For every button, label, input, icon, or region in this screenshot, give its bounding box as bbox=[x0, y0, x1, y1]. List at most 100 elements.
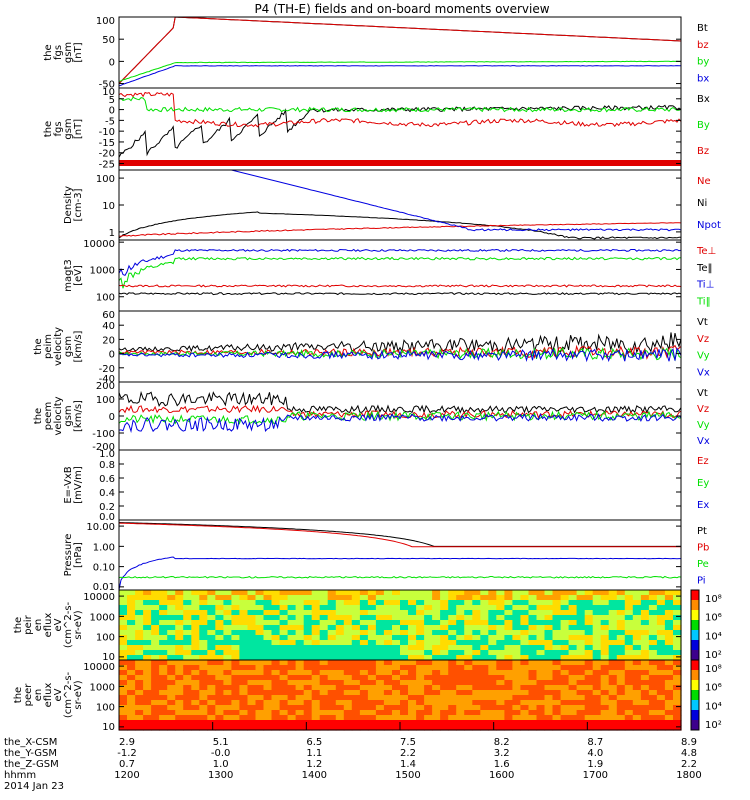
heatmap-cell bbox=[311, 640, 321, 646]
heatmap-cell bbox=[351, 620, 361, 626]
heatmap-cell bbox=[400, 710, 409, 716]
heatmap-cell bbox=[191, 725, 200, 731]
heatmap-cell bbox=[231, 715, 240, 721]
heatmap-cell bbox=[488, 675, 497, 681]
heatmap-cell bbox=[383, 640, 393, 646]
heatmap-cell bbox=[239, 720, 248, 726]
heatmap-cell bbox=[416, 610, 425, 616]
heatmap-cell bbox=[143, 590, 152, 596]
heatmap-cell bbox=[664, 605, 674, 611]
heatmap-cell bbox=[488, 605, 497, 611]
heatmap-cell bbox=[673, 590, 682, 596]
heatmap-cell bbox=[271, 700, 281, 706]
heatmap-cell bbox=[576, 725, 586, 731]
heatmap-cell bbox=[159, 720, 168, 726]
heatmap-cell bbox=[576, 685, 586, 691]
heatmap-cell bbox=[255, 710, 265, 716]
heatmap-cell bbox=[544, 625, 554, 631]
heatmap-cell bbox=[648, 720, 658, 726]
heatmap-cell bbox=[127, 720, 136, 726]
heatmap-cell bbox=[416, 660, 425, 666]
heatmap-cell bbox=[576, 680, 586, 686]
heatmap-cell bbox=[640, 610, 650, 616]
heatmap-cell bbox=[151, 600, 160, 606]
heatmap-cell bbox=[568, 655, 578, 661]
heatmap-cell bbox=[673, 680, 682, 686]
heatmap-cell bbox=[504, 660, 513, 666]
panel-frame bbox=[118, 449, 682, 521]
heatmap-cell bbox=[295, 665, 305, 671]
heatmap-cell bbox=[400, 690, 409, 696]
legend-entry: Bt bbox=[697, 23, 708, 34]
heatmap-cell bbox=[287, 725, 297, 731]
heatmap-cell bbox=[335, 595, 345, 601]
y-tick-label: -20 bbox=[99, 364, 115, 375]
heatmap-cell bbox=[584, 645, 594, 651]
heatmap-cell bbox=[536, 655, 546, 661]
heatmap-cell bbox=[432, 590, 441, 596]
heatmap-cell bbox=[175, 700, 184, 706]
series-line bbox=[118, 390, 682, 414]
heatmap-cell bbox=[343, 610, 353, 616]
heatmap-cell bbox=[408, 595, 417, 601]
heatmap-cell bbox=[303, 670, 313, 676]
heatmap-cell bbox=[432, 715, 441, 721]
heatmap-cell bbox=[528, 610, 538, 616]
heatmap-cell bbox=[568, 715, 578, 721]
heatmap-cell bbox=[167, 630, 176, 636]
heatmap-cell bbox=[143, 605, 152, 611]
heatmap-cell bbox=[199, 665, 208, 671]
heatmap-cell bbox=[640, 640, 650, 646]
series-line bbox=[119, 169, 682, 232]
heatmap-cell bbox=[512, 605, 521, 611]
heatmap-cell bbox=[568, 600, 578, 606]
legend-entry: Ne bbox=[697, 176, 711, 187]
heatmap-cell bbox=[151, 605, 160, 611]
heatmap-cell bbox=[608, 665, 618, 671]
heatmap-cell bbox=[552, 600, 562, 606]
heatmap-cell bbox=[311, 700, 321, 706]
heatmap-cell bbox=[375, 720, 385, 726]
heatmap-cell bbox=[247, 665, 257, 671]
heatmap-cell bbox=[512, 590, 521, 596]
heatmap-cell bbox=[673, 635, 682, 641]
heatmap-cell bbox=[327, 605, 337, 611]
heatmap-cell bbox=[648, 680, 658, 686]
heatmap-cell bbox=[464, 635, 473, 641]
heatmap-cell bbox=[568, 720, 578, 726]
heatmap-cell bbox=[488, 690, 497, 696]
heatmap-cell bbox=[424, 655, 433, 661]
heatmap-cell bbox=[319, 595, 329, 601]
y-axis-label: en bbox=[33, 619, 44, 632]
heatmap-cell bbox=[175, 715, 184, 721]
heatmap-cell bbox=[432, 615, 441, 621]
heatmap-cell bbox=[456, 725, 465, 731]
heatmap-cell bbox=[552, 630, 562, 636]
heatmap-cell bbox=[375, 680, 385, 686]
heatmap-cell bbox=[319, 640, 329, 646]
heatmap-cell bbox=[488, 720, 497, 726]
heatmap-cell bbox=[279, 610, 289, 616]
heatmap-cell bbox=[119, 685, 128, 691]
heatmap-cell bbox=[456, 625, 465, 631]
heatmap-cell bbox=[648, 665, 658, 671]
heatmap-cell bbox=[343, 700, 353, 706]
heatmap-cell bbox=[191, 715, 200, 721]
heatmap-cell bbox=[263, 590, 273, 596]
heatmap-cell bbox=[432, 630, 441, 636]
heatmap-cell bbox=[247, 695, 257, 701]
heatmap-cell bbox=[175, 630, 184, 636]
heatmap-cell bbox=[624, 705, 634, 711]
heatmap-cell bbox=[247, 650, 257, 656]
x-tick-label: 1400 bbox=[302, 770, 327, 781]
heatmap-cell bbox=[311, 645, 321, 651]
heatmap-cell bbox=[600, 635, 610, 641]
heatmap-cell bbox=[207, 640, 216, 646]
heatmap-cell bbox=[632, 685, 642, 691]
heatmap-cell bbox=[552, 725, 562, 731]
heatmap-cell bbox=[544, 590, 554, 596]
heatmap-cell bbox=[592, 670, 602, 676]
heatmap-cell bbox=[648, 690, 658, 696]
series-line bbox=[118, 344, 682, 360]
heatmap-cell bbox=[416, 720, 425, 726]
